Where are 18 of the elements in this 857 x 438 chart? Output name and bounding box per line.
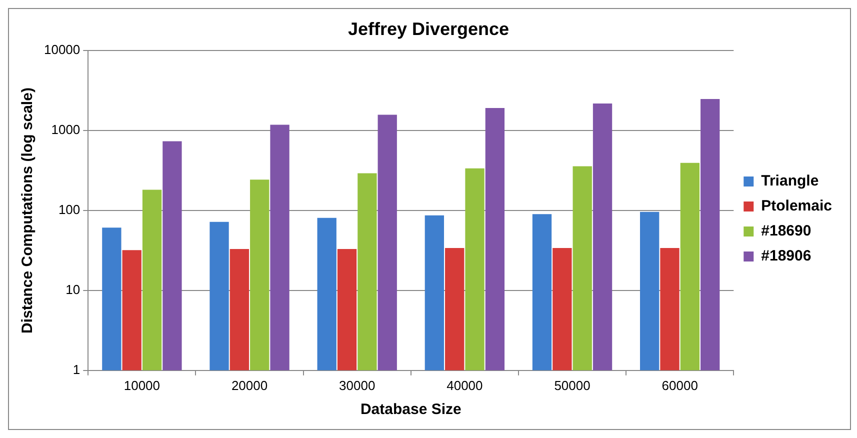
y-tick-label: 10000 (44, 42, 80, 58)
y-tick-label: 1000 (51, 122, 80, 138)
legend-label: #18906 (761, 248, 812, 265)
y-axis-title: Distance Computations (log scale) (19, 88, 36, 334)
y-tick-label: 10 (66, 282, 80, 298)
x-tick-label: 60000 (662, 378, 698, 393)
x-tick-label: 30000 (339, 378, 376, 393)
legend-label: Ptolemaic (761, 198, 832, 215)
legend-label: #18690 (761, 222, 812, 240)
x-tick-label: 40000 (446, 378, 483, 393)
y-tick-label: 1 (72, 362, 80, 377)
x-tick-label: 20000 (231, 378, 268, 393)
x-tick-label: 10000 (124, 378, 160, 393)
x-axis-title: Database Size (360, 401, 462, 418)
legend-label: Triangle (761, 172, 819, 190)
y-tick-label: 100 (58, 202, 80, 218)
x-tick-label: 50000 (554, 378, 590, 393)
chart-title: Jeffrey Divergence (348, 18, 510, 39)
